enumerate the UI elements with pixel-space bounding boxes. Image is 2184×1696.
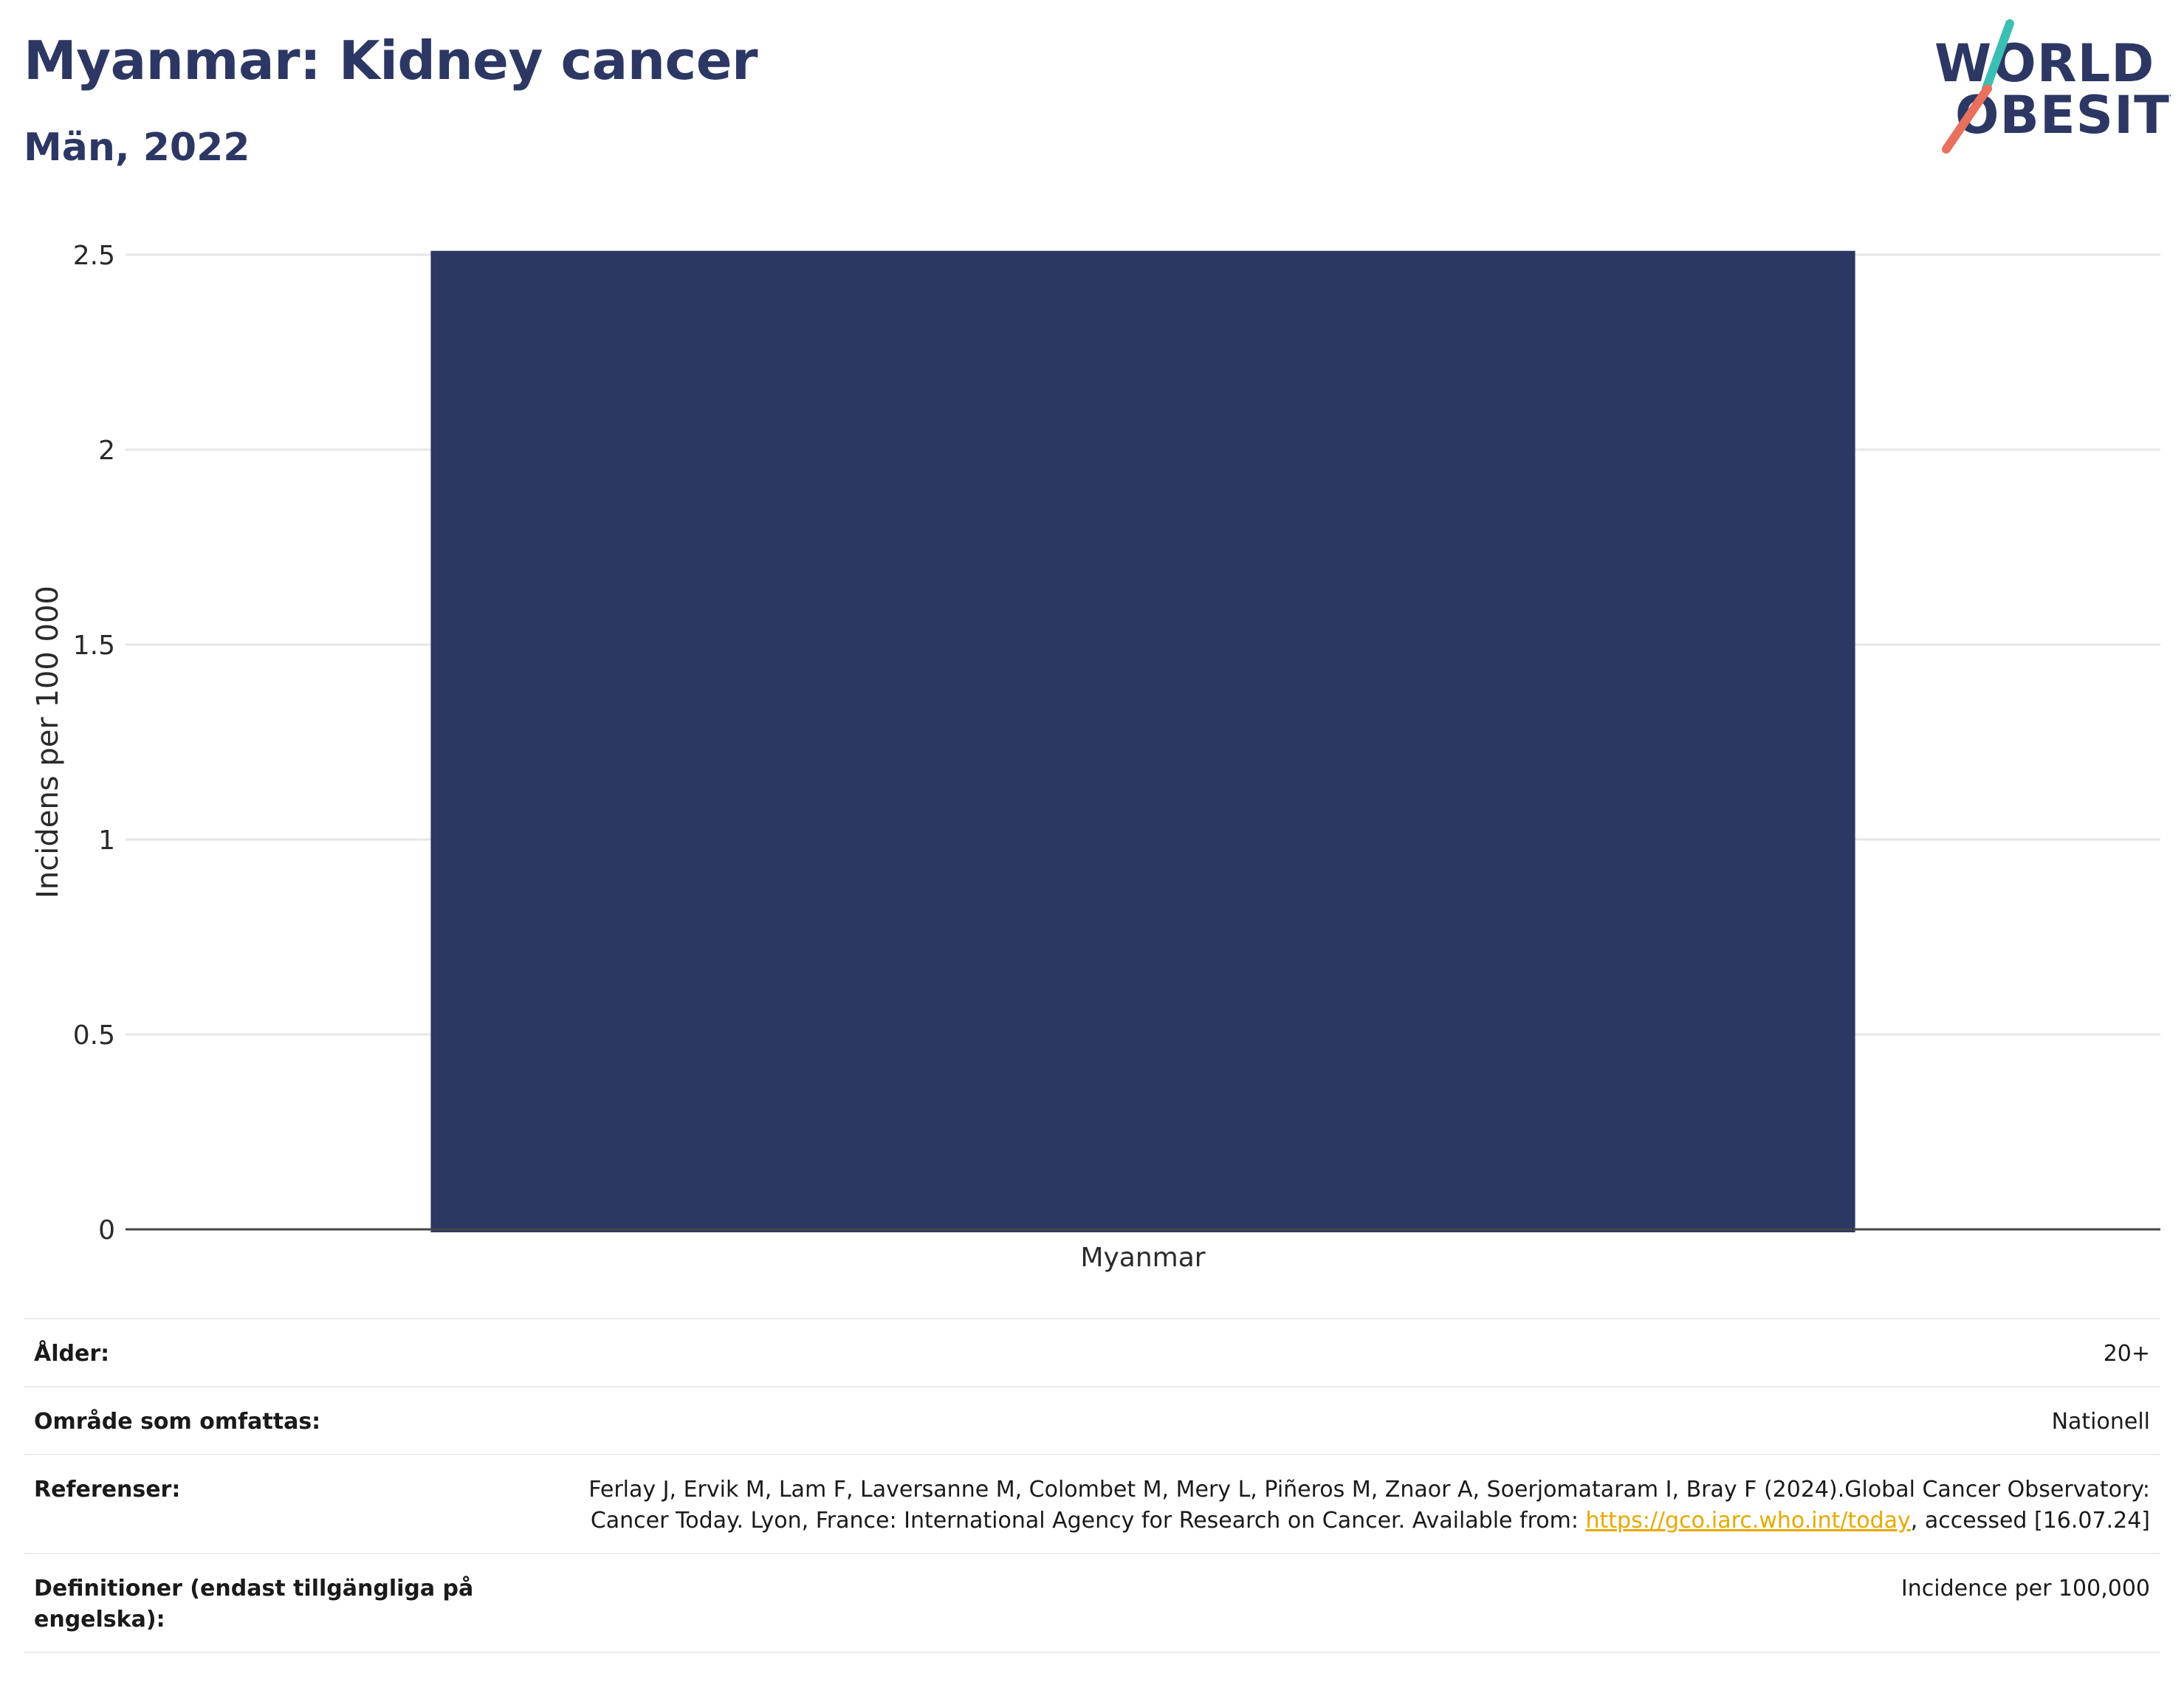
meta-row-references: Referenser: Ferlay J, Ervik M, Lam F, La… bbox=[24, 1454, 2160, 1554]
meta-age-label: Ålder: bbox=[24, 1318, 502, 1387]
y-tick-label: 1.5 bbox=[73, 631, 115, 661]
references-text: Ferlay J, Ervik M, Lam F, Laversanne M, … bbox=[588, 1477, 2150, 1534]
y-axis-title: Incidens per 100 000 bbox=[31, 586, 65, 899]
meta-row-age: Ålder: 20+ bbox=[24, 1318, 2160, 1387]
y-tick-label: 0.5 bbox=[73, 1020, 115, 1051]
y-tick-label: 2 bbox=[98, 436, 115, 466]
y-tick-label: 1 bbox=[98, 825, 115, 856]
metadata-table: Ålder: 20+ Område som omfattas: Nationel… bbox=[24, 1318, 2160, 1653]
references-link[interactable]: https://gco.iarc.who.int/today bbox=[1585, 1508, 1911, 1534]
chart-title: Myanmar: Kidney cancer bbox=[24, 30, 758, 92]
meta-definitions-value: Incidence per 100,000 bbox=[502, 1553, 2160, 1653]
meta-references-label: Referenser: bbox=[24, 1454, 502, 1554]
bar-chart: 0 0.5 1 1.5 2 2.5 Myanmar Incidens per 100 000 bbox=[31, 241, 2160, 1273]
logo-coral-slash bbox=[1942, 84, 1992, 154]
x-tick-label: Myanmar bbox=[1080, 1243, 1205, 1273]
meta-definitions-label: Definitioner (endast tillgängliga på eng… bbox=[24, 1553, 502, 1653]
meta-row-area: Område som omfattas: Nationell bbox=[24, 1386, 2160, 1455]
y-tick-label: 2.5 bbox=[73, 241, 115, 271]
meta-age-value: 20+ bbox=[502, 1318, 2160, 1387]
meta-area-label: Område som omfattas: bbox=[24, 1386, 502, 1455]
y-tick-label: 0 bbox=[98, 1215, 115, 1246]
meta-area-value: Nationell bbox=[502, 1386, 2160, 1455]
meta-references-value: Ferlay J, Ervik M, Lam F, Laversanne M, … bbox=[502, 1454, 2160, 1554]
logo-line-1: WORLD bbox=[1934, 33, 2154, 94]
logo-teal-slash bbox=[1982, 19, 2014, 93]
meta-row-definitions: Definitioner (endast tillgängliga på eng… bbox=[24, 1553, 2160, 1653]
world-obesity-logo: WORLD OBESITY bbox=[1934, 19, 2171, 154]
chart-subtitle: Män, 2022 bbox=[24, 126, 250, 170]
bar bbox=[430, 250, 1855, 1233]
logo-line-2: OBESITY bbox=[1955, 85, 2171, 145]
references-accessed: , accessed [16.07.24] bbox=[1910, 1508, 2150, 1534]
